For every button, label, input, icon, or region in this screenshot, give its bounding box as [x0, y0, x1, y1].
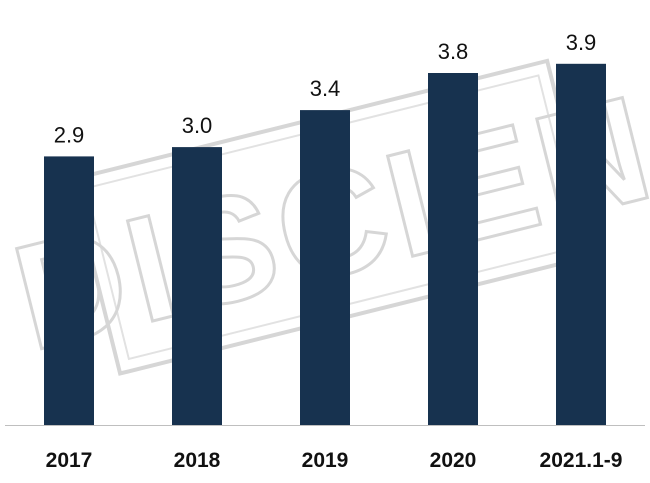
bar-2017 — [44, 156, 94, 425]
bar-2019 — [300, 110, 350, 425]
value-label-2021.1-9: 3.9 — [566, 30, 597, 55]
value-label-2019: 3.4 — [310, 76, 341, 101]
x-tick-label-2019: 2019 — [302, 449, 349, 472]
bars-group — [44, 63, 606, 426]
value-label-2020: 3.8 — [438, 39, 469, 64]
x-tick-label-2017: 2017 — [46, 449, 93, 472]
x-tick-label-2021.1-9: 2021.1-9 — [540, 449, 623, 472]
tick-labels-group: 2017 2018 2019 2020 2021.1-9 — [46, 449, 623, 472]
bar-2020 — [428, 73, 478, 425]
x-tick-label-2018: 2018 — [174, 449, 221, 472]
value-label-2018: 3.0 — [182, 113, 213, 138]
bar-2021.1-9 — [556, 63, 606, 426]
value-labels-group: 2.9 3.0 3.4 3.8 3.9 — [54, 30, 597, 148]
value-label-2017: 2.9 — [54, 122, 85, 147]
bar-2018 — [172, 147, 222, 425]
x-tick-label-2020: 2020 — [430, 449, 477, 472]
